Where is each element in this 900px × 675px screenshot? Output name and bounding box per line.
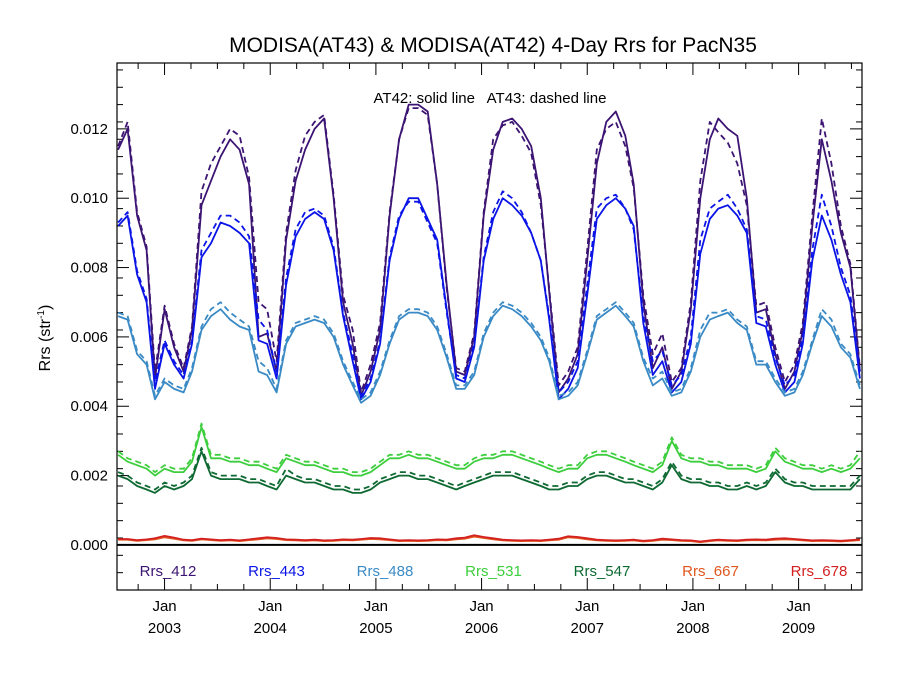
legend-item: Rrs_678 bbox=[791, 563, 848, 580]
x-tick-year: 2006 bbox=[465, 620, 498, 637]
y-axis-label-close: ) bbox=[37, 305, 54, 310]
x-tick-month: Jan bbox=[681, 598, 705, 615]
y-tick-label: 0.002 bbox=[70, 468, 108, 485]
series-line-rrs-488 bbox=[117, 304, 861, 404]
y-axis-label-superscript: -1 bbox=[36, 310, 47, 319]
legend-item: Rrs_443 bbox=[248, 563, 305, 580]
y-axis-ticks: 0.000 0.002 0.004 0.006 0.008 0.010 0.012 bbox=[70, 69, 862, 591]
series-line-rrs-412-at43 bbox=[117, 107, 861, 394]
y-tick-label: 0.012 bbox=[70, 121, 108, 138]
x-tick-month: Jan bbox=[258, 598, 282, 615]
series-line-rrs-488-at43 bbox=[117, 301, 861, 401]
x-tick-year: 2003 bbox=[148, 620, 181, 637]
x-tick-month: Jan bbox=[469, 598, 493, 615]
legend-item: Rrs_667 bbox=[682, 563, 739, 580]
x-tick-year: 2005 bbox=[359, 620, 392, 637]
chart-title: MODISA(AT43) & MODISA(AT42) 4-Day Rrs fo… bbox=[229, 34, 757, 57]
series-line-rrs-547-at43 bbox=[117, 446, 861, 491]
series-line-rrs-678 bbox=[118, 534, 860, 543]
y-tick-label: 0.006 bbox=[70, 329, 108, 346]
x-axis-ticks: Jan 2003 Jan 2004 Jan 2005 Jan 2006 Jan 2007 Jan 20… bbox=[137, 63, 852, 637]
series-line-rrs-443-at43 bbox=[117, 190, 861, 397]
series-line-rrs-443 bbox=[117, 197, 861, 401]
x-tick-month: Jan bbox=[787, 598, 811, 615]
x-tick-year: 2004 bbox=[254, 620, 287, 637]
legend: Rrs_412 Rrs_443 Rrs_488 Rrs_531 Rrs_547 Rrs_6… bbox=[140, 563, 848, 580]
legend-item: Rrs_531 bbox=[465, 563, 522, 580]
series-line-rrs-531 bbox=[117, 426, 861, 477]
y-tick-label: 0.010 bbox=[70, 190, 108, 207]
x-tick-year: 2008 bbox=[676, 620, 709, 637]
chart-annotation: AT42: solid line AT43: dashed line bbox=[374, 90, 607, 107]
y-tick-label: 0.000 bbox=[70, 537, 108, 554]
plot-frame bbox=[116, 62, 863, 591]
x-tick-month: Jan bbox=[364, 598, 388, 615]
x-tick-month: Jan bbox=[575, 598, 599, 615]
legend-item: Rrs_488 bbox=[357, 563, 414, 580]
series-line-rrs-531-at43 bbox=[117, 422, 861, 474]
legend-item: Rrs_547 bbox=[574, 563, 631, 580]
y-axis-label-main: Rrs (str bbox=[37, 318, 54, 371]
y-axis-label: Rrs (str-1) bbox=[36, 305, 54, 372]
y-tick-label: 0.008 bbox=[70, 260, 108, 277]
series-lines bbox=[117, 103, 861, 544]
y-tick-label: 0.004 bbox=[70, 398, 108, 415]
x-tick-month: Jan bbox=[152, 598, 176, 615]
x-tick-year: 2009 bbox=[782, 620, 815, 637]
x-tick-year: 2007 bbox=[571, 620, 604, 637]
series-line-rrs-547 bbox=[117, 450, 861, 494]
legend-item: Rrs_412 bbox=[140, 563, 197, 580]
